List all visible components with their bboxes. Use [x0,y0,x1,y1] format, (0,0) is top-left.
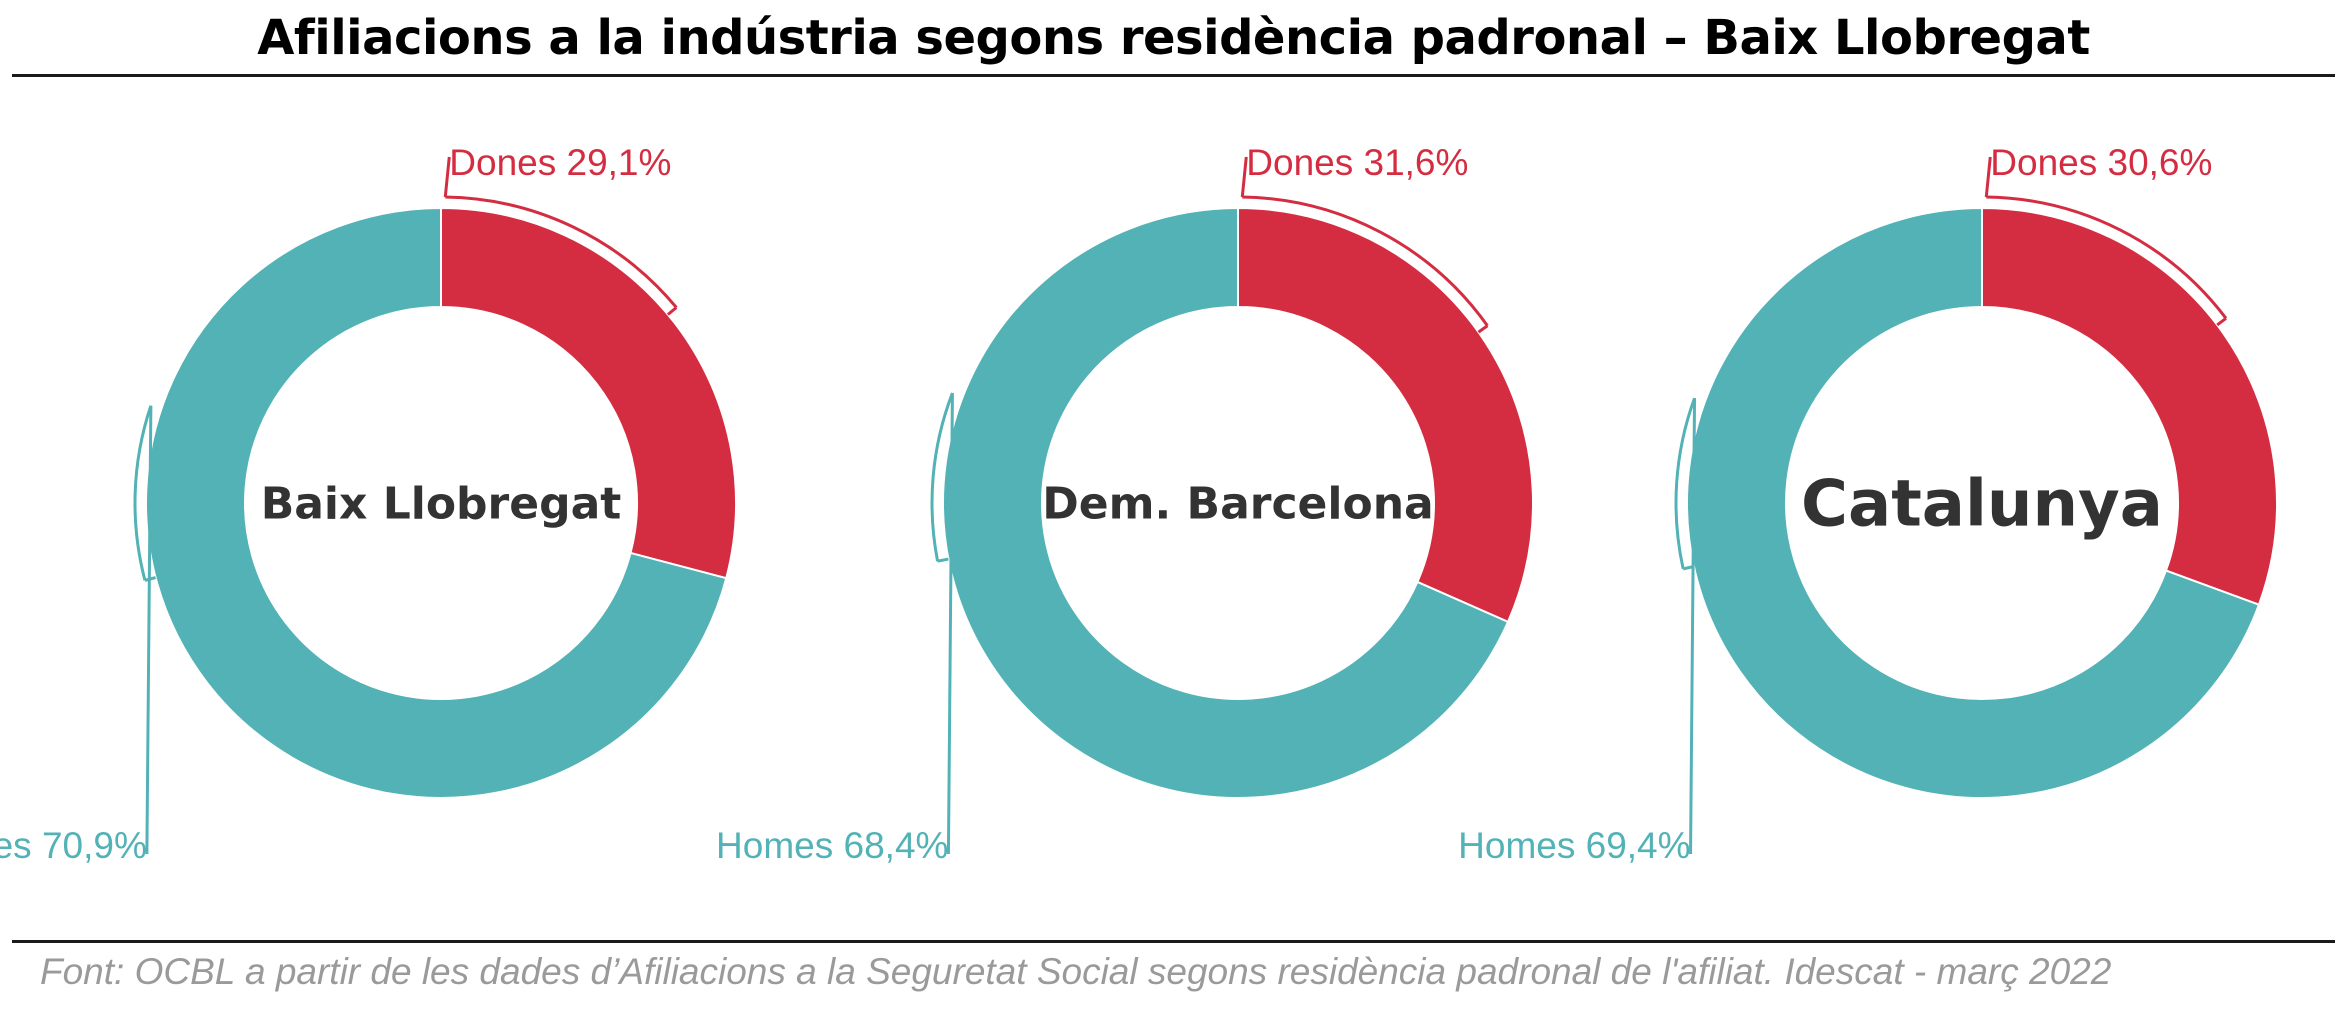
homes-label: Homes 70,9% [0,825,147,866]
dones-slice [1237,206,1534,624]
homes-leader [145,405,153,855]
dones-label: Dones 31,6% [1246,142,1468,183]
dones-leader [1240,156,1248,198]
donut-chart-2: Dones 31,6% Homes 68,4% Dem. Barcelona [716,142,1534,866]
title-underline [12,74,2335,77]
homes-slice [942,206,1510,799]
center-label: Dem. Barcelona [1042,478,1433,529]
dones-bracket [445,195,678,309]
homes-label: Homes 68,4% [716,825,948,866]
dones-label: Dones 29,1% [449,142,671,183]
homes-leader [1689,398,1697,855]
dones-leader [443,156,451,198]
homes-bracket [930,392,954,562]
homes-slice [1686,206,2261,799]
homes-label: Homes 69,4% [1458,825,1690,866]
footer-rule [12,940,2335,943]
donut-chart-3: Dones 30,6% Homes 69,4% Catalunya [1458,142,2278,866]
donut-chart-1: Dones 29,1% Homes 70,9% Baix Llobregat [0,142,737,866]
dones-callout: Dones 30,6% [1984,142,2228,327]
source-note: Font: OCBL a partir de les dades d’Afili… [40,951,2112,992]
homes-slice [145,206,728,799]
dones-bracket [1986,195,2228,320]
center-label: Catalunya [1801,467,2163,541]
dones-bracket [1242,195,1489,327]
homes-leader [946,393,954,855]
dones-callout: Dones 29,1% [443,142,678,316]
homes-bracket [133,405,153,581]
page-title: Afiliacions a la indústria segons residè… [257,10,2090,66]
center-label: Baix Llobregat [261,478,622,529]
dones-callout: Dones 31,6% [1240,142,1489,334]
dones-label: Dones 30,6% [1990,142,2212,183]
homes-bracket [1674,397,1696,570]
homes-callout: Homes 68,4% [716,392,954,866]
dones-slice [440,206,737,580]
homes-callout: Homes 70,9% [0,405,156,866]
homes-callout: Homes 69,4% [1458,397,1697,866]
dones-leader [1984,156,1992,198]
dones-slice [1981,206,2278,606]
